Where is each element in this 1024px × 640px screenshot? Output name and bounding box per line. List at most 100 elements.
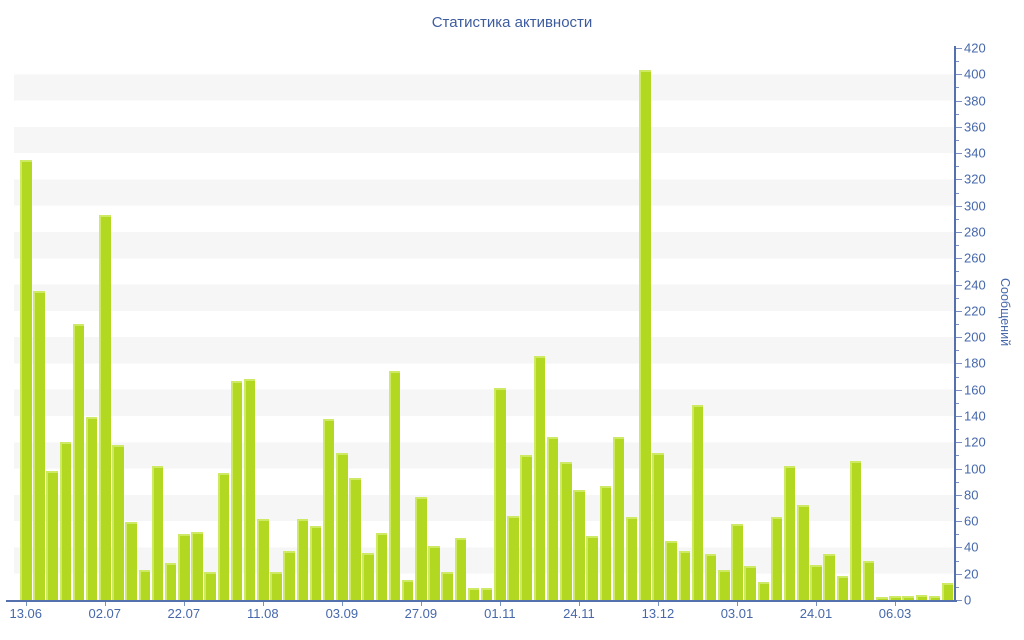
bar — [507, 515, 519, 600]
y-minor-tick — [956, 324, 959, 325]
x-tick-label: 03.01 — [720, 606, 754, 621]
bar — [20, 159, 32, 600]
y-major-tick — [956, 74, 962, 76]
bar — [691, 405, 704, 600]
bar — [546, 437, 559, 600]
y-tick-label: 300 — [964, 198, 986, 214]
y-tick-label: 180 — [964, 355, 986, 371]
bar — [915, 594, 928, 600]
bar — [902, 596, 914, 600]
y-tick-label: 380 — [964, 93, 986, 109]
y-tick-label: 20 — [964, 566, 979, 582]
bar — [941, 582, 954, 600]
x-tick — [104, 602, 106, 606]
x-tick-label: 13.06 — [9, 606, 43, 621]
y-tick-label: 340 — [964, 145, 986, 161]
bar — [704, 554, 717, 600]
bar — [836, 576, 849, 600]
x-tick-label: 02.07 — [88, 606, 122, 621]
bar — [718, 569, 730, 600]
y-tick-label: 320 — [964, 171, 986, 187]
y-major-tick — [956, 494, 962, 496]
bar — [191, 531, 203, 600]
bar — [336, 452, 348, 600]
y-major-tick — [956, 468, 962, 470]
x-tick-label: 13.12 — [641, 606, 675, 621]
chart-title: Статистика активности — [431, 14, 593, 31]
x-tick — [895, 602, 897, 606]
y-minor-tick — [956, 218, 959, 220]
y-major-tick — [956, 416, 962, 417]
bar — [467, 588, 480, 600]
bar — [862, 560, 875, 600]
y-tick-label: 400 — [964, 66, 986, 82]
y-minor-tick — [956, 481, 959, 483]
bar — [46, 471, 58, 600]
x-tick — [420, 602, 422, 606]
x-tick — [183, 602, 185, 606]
y-minor-tick — [956, 402, 959, 404]
bar — [230, 380, 243, 600]
bar — [415, 497, 427, 600]
y-major-tick — [956, 389, 962, 391]
y-major-tick — [956, 153, 962, 155]
y-major-tick — [956, 284, 962, 286]
bar — [599, 485, 612, 600]
bar — [744, 565, 756, 600]
y-tick-label: 160 — [964, 382, 986, 398]
bar — [560, 462, 572, 600]
bar — [665, 540, 677, 600]
x-tick-label: 24.01 — [799, 606, 833, 621]
bar — [257, 518, 269, 600]
bar — [770, 517, 783, 600]
y-tick-label: 200 — [964, 329, 986, 345]
bar — [494, 388, 506, 600]
x-tick-label: 11.08 — [247, 606, 279, 621]
bar — [283, 551, 295, 600]
bar — [401, 580, 414, 600]
bar — [876, 597, 888, 600]
bar — [296, 518, 309, 600]
bar — [99, 214, 111, 600]
bar — [138, 569, 151, 600]
y-tick-label: 260 — [964, 250, 986, 266]
bar — [533, 355, 546, 600]
y-major-tick — [956, 179, 962, 181]
bar — [349, 477, 361, 600]
y-tick-label: 420 — [964, 40, 986, 56]
y-minor-tick — [956, 192, 959, 194]
bar — [652, 452, 664, 600]
x-tick — [578, 602, 580, 606]
y-major-tick — [956, 310, 962, 312]
y-major-tick — [956, 48, 962, 49]
y-tick-label: 120 — [964, 434, 986, 450]
x-tick — [341, 602, 343, 606]
bar — [270, 572, 282, 600]
y-tick-label: 0 — [964, 592, 972, 608]
y-tick-label: 40 — [964, 539, 979, 555]
y-tick-label: 240 — [964, 277, 986, 293]
bar — [520, 455, 532, 600]
x-tick — [736, 602, 738, 606]
y-minor-tick — [956, 271, 959, 273]
bar — [810, 564, 822, 600]
bar — [322, 418, 335, 600]
x-tick-label: 03.09 — [325, 606, 359, 621]
y-minor-tick — [956, 455, 959, 457]
bar — [797, 505, 809, 600]
y-major-tick — [956, 573, 962, 575]
bar — [112, 444, 124, 600]
bar — [217, 472, 230, 600]
y-tick-label: 280 — [964, 224, 986, 240]
bar — [586, 535, 598, 600]
bar — [849, 460, 862, 600]
y-major-tick — [956, 600, 962, 601]
y-minor-tick — [956, 508, 959, 509]
y-minor-tick — [956, 586, 959, 588]
bar — [612, 437, 625, 600]
y-major-tick — [956, 232, 962, 233]
y-tick-label: 140 — [964, 408, 986, 424]
bar — [889, 596, 901, 600]
y-minor-tick — [956, 560, 959, 562]
x-tick-label: 06.03 — [878, 606, 912, 621]
